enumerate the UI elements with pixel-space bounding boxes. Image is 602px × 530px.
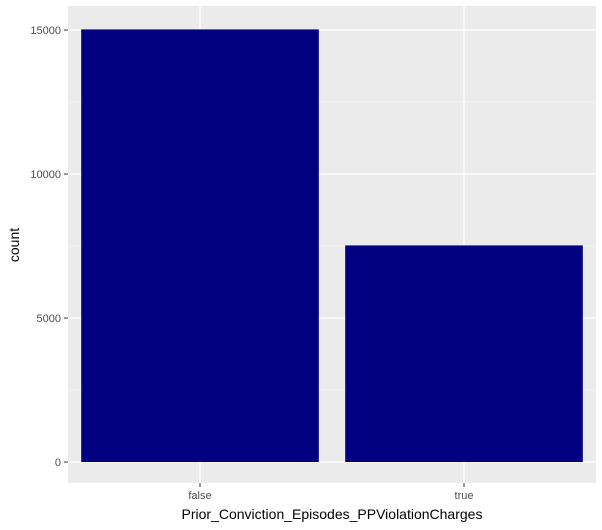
y-tick-label: 10000 (30, 169, 61, 181)
bar-true (345, 245, 583, 462)
x-tick-label: true (455, 490, 474, 502)
y-axis-title: count (6, 228, 22, 262)
bars (81, 29, 583, 462)
y-axis: 0 5000 10000 15000 (30, 25, 68, 469)
x-axis-title: Prior_Conviction_Episodes_PPViolationCha… (182, 506, 483, 522)
y-tick-label: 0 (55, 457, 61, 469)
x-tick-label: false (188, 490, 211, 502)
y-tick-label: 15000 (30, 25, 61, 37)
x-axis: false true (188, 483, 473, 502)
y-tick-label: 5000 (37, 313, 61, 325)
bar-false (81, 29, 319, 462)
